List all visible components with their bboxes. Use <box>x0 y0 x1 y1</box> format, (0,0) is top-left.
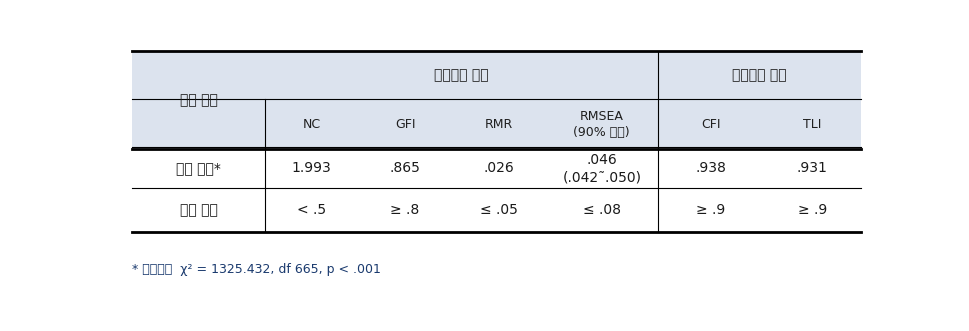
Text: .938: .938 <box>696 161 727 175</box>
Text: 절대부합 지수: 절대부합 지수 <box>434 68 489 82</box>
Text: CFI: CFI <box>702 118 721 130</box>
Text: ≤ .08: ≤ .08 <box>582 203 621 217</box>
Text: 1.993: 1.993 <box>292 161 331 175</box>
Text: TLI: TLI <box>803 118 822 130</box>
Text: < .5: < .5 <box>297 203 327 217</box>
Text: ≤ .05: ≤ .05 <box>480 203 517 217</box>
Text: RMR: RMR <box>484 118 513 130</box>
Text: .026: .026 <box>484 161 514 175</box>
Text: .931: .931 <box>797 161 828 175</box>
Bar <box>133 51 265 149</box>
Text: * 기본모형  χ² = 1325.432, df 665, p < .001: * 기본모형 χ² = 1325.432, df 665, p < .001 <box>133 262 381 276</box>
Bar <box>133 99 860 149</box>
Text: 판단 기준: 판단 기준 <box>179 203 218 217</box>
Text: .046
(.042˜.050): .046 (.042˜.050) <box>562 153 641 184</box>
Text: ≥ .9: ≥ .9 <box>797 203 827 217</box>
Text: 기본 모형*: 기본 모형* <box>176 161 221 175</box>
Text: 증분적합 지수: 증분적합 지수 <box>733 68 787 82</box>
Text: GFI: GFI <box>394 118 416 130</box>
Text: 모형 구분: 모형 구분 <box>179 93 218 107</box>
Text: .865: .865 <box>390 161 421 175</box>
Text: ≥ .9: ≥ .9 <box>697 203 726 217</box>
Bar <box>133 51 860 99</box>
Text: NC: NC <box>302 118 321 130</box>
Bar <box>133 149 860 232</box>
Text: RMSEA
(90% 구간): RMSEA (90% 구간) <box>574 110 630 139</box>
Text: ≥ .8: ≥ .8 <box>391 203 420 217</box>
